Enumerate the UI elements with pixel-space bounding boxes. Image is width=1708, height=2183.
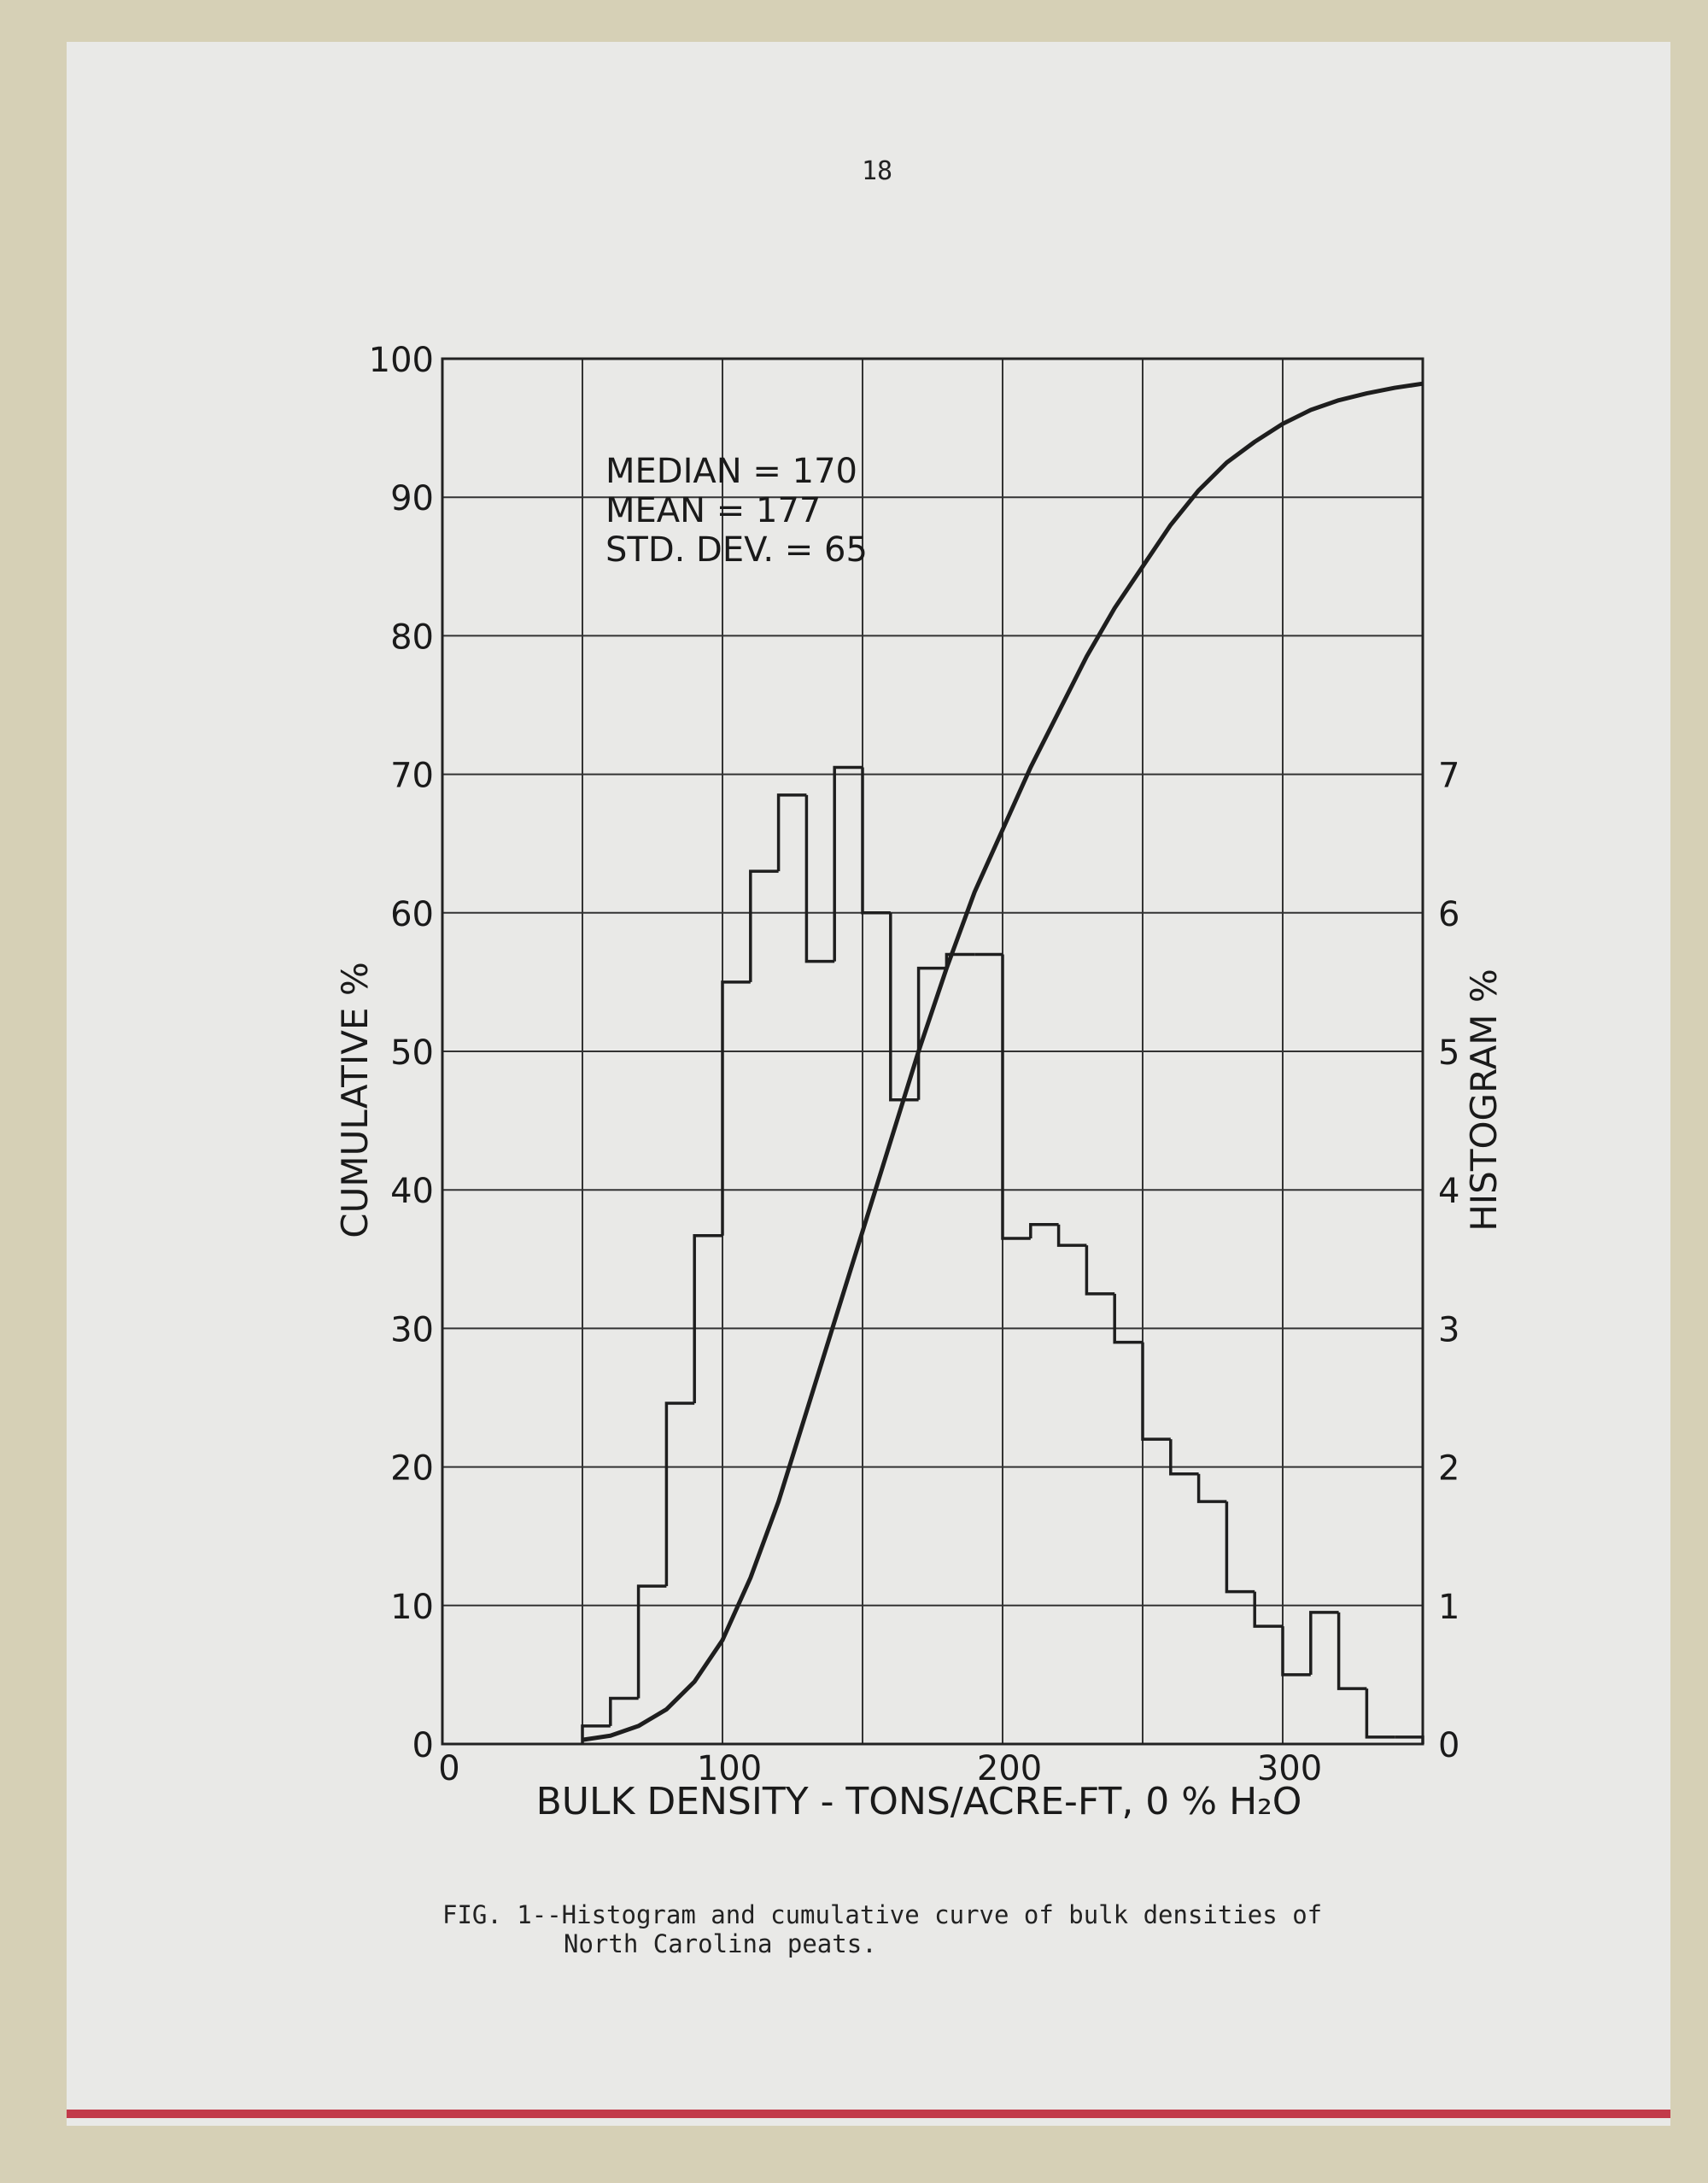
histogram-bar [749, 869, 779, 982]
cumulative-curve [582, 381, 1424, 1742]
y-tick-label: 50 [390, 1033, 434, 1073]
annotation: MEAN = 177 [605, 491, 821, 530]
y-tick-label: 80 [390, 617, 434, 657]
histogram-bar [1225, 1501, 1255, 1594]
y-tick-label: 20 [390, 1449, 434, 1489]
y2-tick-label: 0 [1438, 1726, 1459, 1765]
histogram-bar [1113, 1293, 1143, 1344]
histogram-bar [776, 793, 807, 872]
x-tick-label: 200 [977, 1749, 1042, 1788]
y2-axis-label: HISTOGRAM % [1463, 969, 1505, 1232]
plot-frame [441, 357, 1424, 1746]
x-tick-label: 300 [1257, 1749, 1322, 1788]
caption: FIG. 1--Histogram and cumulative curve o… [442, 1900, 1322, 1929]
histogram-bar [1169, 1439, 1199, 1476]
histogram-bar [804, 794, 835, 963]
y-tick-label: 40 [390, 1172, 434, 1211]
y2-tick-label: 2 [1438, 1449, 1459, 1489]
histogram-bar [1281, 1626, 1311, 1677]
y-tick-label: 0 [412, 1726, 434, 1765]
y-tick-label: 30 [390, 1310, 434, 1349]
x-tick-label: 0 [438, 1749, 459, 1788]
histogram-bar [1395, 1735, 1424, 1744]
histogram-bar [1337, 1612, 1367, 1690]
histogram-bar [1309, 1611, 1339, 1675]
y-axis-label: CUMULATIVE % [334, 962, 376, 1238]
y2-tick-label: 3 [1438, 1310, 1459, 1349]
paper [67, 42, 1670, 2126]
y2-tick-label: 6 [1438, 895, 1459, 934]
histogram-bar [861, 767, 891, 915]
histogram-bar [693, 1233, 722, 1403]
histogram-bar [1365, 1688, 1395, 1739]
histogram-bar [833, 765, 863, 962]
histogram-bar [1253, 1591, 1283, 1628]
histogram-bar [1196, 1473, 1227, 1503]
histogram-bar [664, 1402, 695, 1587]
y-tick-label: 70 [390, 757, 434, 796]
annotation: STD. DEV. = 65 [605, 530, 868, 570]
y-tick-label: 60 [390, 895, 434, 934]
histogram-bar [889, 912, 919, 1102]
page-number: 18 [862, 156, 892, 186]
histogram-bar [721, 980, 751, 1236]
x-tick-label: 100 [697, 1749, 762, 1788]
caption: North Carolina peats. [564, 1929, 877, 1958]
y2-tick-label: 7 [1438, 757, 1459, 796]
y-tick-label: 10 [390, 1588, 434, 1627]
y2-tick-label: 5 [1438, 1033, 1459, 1073]
histogram-bar [1029, 1223, 1059, 1238]
histogram-bar [1001, 954, 1031, 1240]
annotation: MEDIAN = 170 [605, 452, 857, 491]
y2-tick-label: 4 [1438, 1172, 1459, 1211]
histogram-bar [609, 1696, 639, 1726]
y-tick-label: 90 [390, 479, 434, 518]
y-tick-label: 100 [369, 341, 434, 380]
histogram-bar [636, 1584, 667, 1699]
histogram-bar [1056, 1224, 1087, 1247]
x-axis-label: BULK DENSITY - TONS/ACRE-FT, 0 % H₂O [536, 1780, 1302, 1823]
histogram-bar [1085, 1245, 1115, 1296]
paper-edge [67, 2110, 1670, 2118]
y2-tick-label: 1 [1438, 1588, 1459, 1627]
histogram-bar [1141, 1342, 1171, 1441]
